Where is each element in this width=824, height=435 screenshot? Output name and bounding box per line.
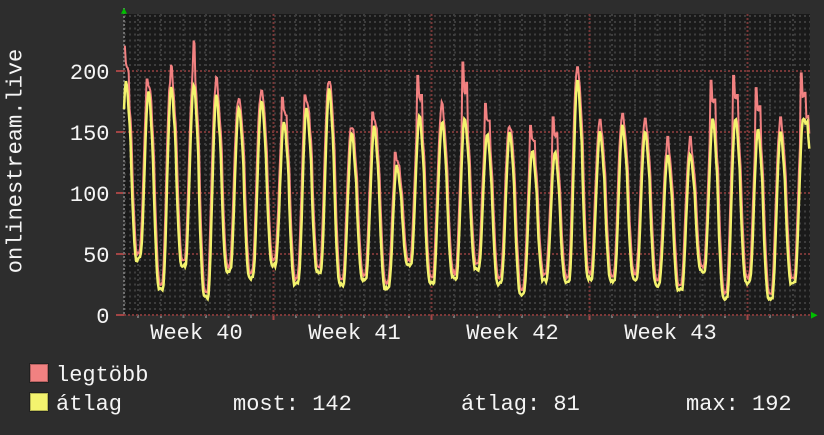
svg-text:50: 50 — [83, 244, 109, 269]
svg-text:onlinestream.live: onlinestream.live — [4, 49, 29, 273]
svg-text:max: 192: max: 192 — [686, 392, 792, 417]
svg-text:Week 42: Week 42 — [466, 321, 558, 346]
svg-text:200: 200 — [70, 61, 110, 86]
svg-text:100: 100 — [70, 183, 110, 208]
svg-text:most: 142: most: 142 — [233, 392, 352, 417]
svg-text:átlag: 81: átlag: 81 — [461, 392, 580, 417]
svg-text:Week 40: Week 40 — [150, 321, 242, 346]
svg-text:átlag: átlag — [56, 392, 122, 417]
svg-text:Week 43: Week 43 — [624, 321, 716, 346]
svg-text:legtöbb: legtöbb — [56, 363, 148, 388]
svg-text:Week 41: Week 41 — [308, 321, 400, 346]
svg-text:150: 150 — [70, 122, 110, 147]
svg-text:0: 0 — [96, 305, 109, 330]
